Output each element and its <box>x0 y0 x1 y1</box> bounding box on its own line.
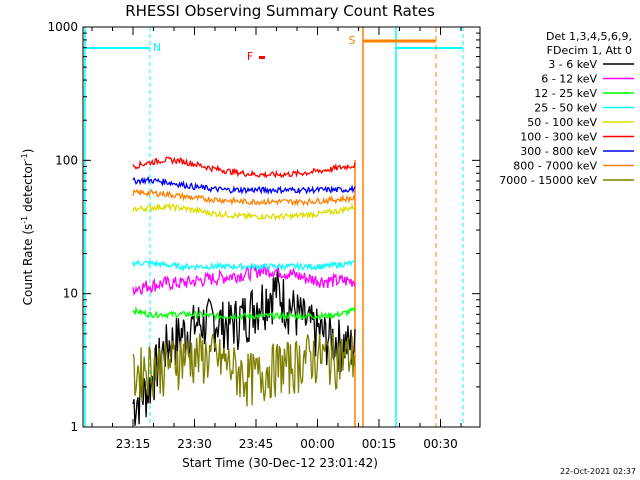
legend-header: Det 1,3,4,5,6,9, <box>546 30 632 43</box>
series-line <box>132 306 356 322</box>
flare-marker-bar <box>259 56 265 59</box>
y-tick-label: 100 <box>55 153 78 167</box>
x-tick-label: 23:45 <box>239 437 274 451</box>
series-line <box>132 270 356 426</box>
legend: Det 1,3,4,5,6,9,FDecim 1, Att 03 - 6 keV… <box>499 30 634 187</box>
y-axis-label-sup2: -1 <box>20 153 29 161</box>
plot-area: N S F <box>83 27 464 427</box>
night-marker-label: N <box>153 41 161 54</box>
x-axis: 23:15 23:30 23:45 00:00 00:15 00:30 <box>91 27 462 451</box>
x-tick-label: 00:30 <box>423 437 458 451</box>
y-axis-label-part1: Count Rate (s <box>21 224 35 306</box>
plot-frame <box>82 26 481 428</box>
legend-entry-label: 6 - 12 keV <box>541 73 597 86</box>
legend-entry-label: 25 - 50 keV <box>534 102 597 115</box>
saa-marker-label: S <box>349 34 356 47</box>
legend-entry-label: 100 - 300 keV <box>520 131 597 144</box>
legend-entry-label: 50 - 100 keV <box>527 116 597 129</box>
timestamp: 22-Oct-2021 02:37 <box>560 467 636 476</box>
y-axis-label: Count Rate (s-1 detector-1) <box>20 149 35 306</box>
series-line <box>132 176 356 195</box>
y-tick-label: 1 <box>70 420 78 434</box>
x-tick-label: 23:30 <box>177 437 212 451</box>
y-axis-label-part2: detector <box>21 161 35 216</box>
legend-header: FDecim 1, Att 0 <box>547 44 632 57</box>
series-line <box>132 264 356 296</box>
legend-entry-label: 300 - 800 keV <box>520 145 597 158</box>
series-line <box>132 259 356 272</box>
x-axis-label: Start Time (30-Dec-12 23:01:42) <box>182 456 378 470</box>
series-line <box>132 156 356 179</box>
legend-entry-label: 3 - 6 keV <box>548 58 597 71</box>
series-line <box>132 332 356 407</box>
x-tick-label: 23:15 <box>116 437 151 451</box>
series-line <box>132 202 356 222</box>
series-line <box>132 188 356 207</box>
chart-title: RHESSI Observing Summary Count Rates <box>125 2 435 20</box>
y-axis-label-sup1: -1 <box>20 216 29 224</box>
legend-entry-label: 12 - 25 keV <box>534 87 597 100</box>
y-axis: 1 10 100 1000 <box>47 20 480 434</box>
x-tick-label: 00:00 <box>300 437 335 451</box>
x-tick-label: 00:15 <box>362 437 397 451</box>
legend-entry-label: 7000 - 15000 keV <box>499 174 597 187</box>
y-tick-label: 1000 <box>47 20 78 34</box>
legend-entry-label: 800 - 7000 keV <box>513 160 597 173</box>
y-tick-label: 10 <box>63 287 78 301</box>
flare-marker-label: F <box>247 50 253 63</box>
y-axis-label-part3: ) <box>21 149 35 154</box>
